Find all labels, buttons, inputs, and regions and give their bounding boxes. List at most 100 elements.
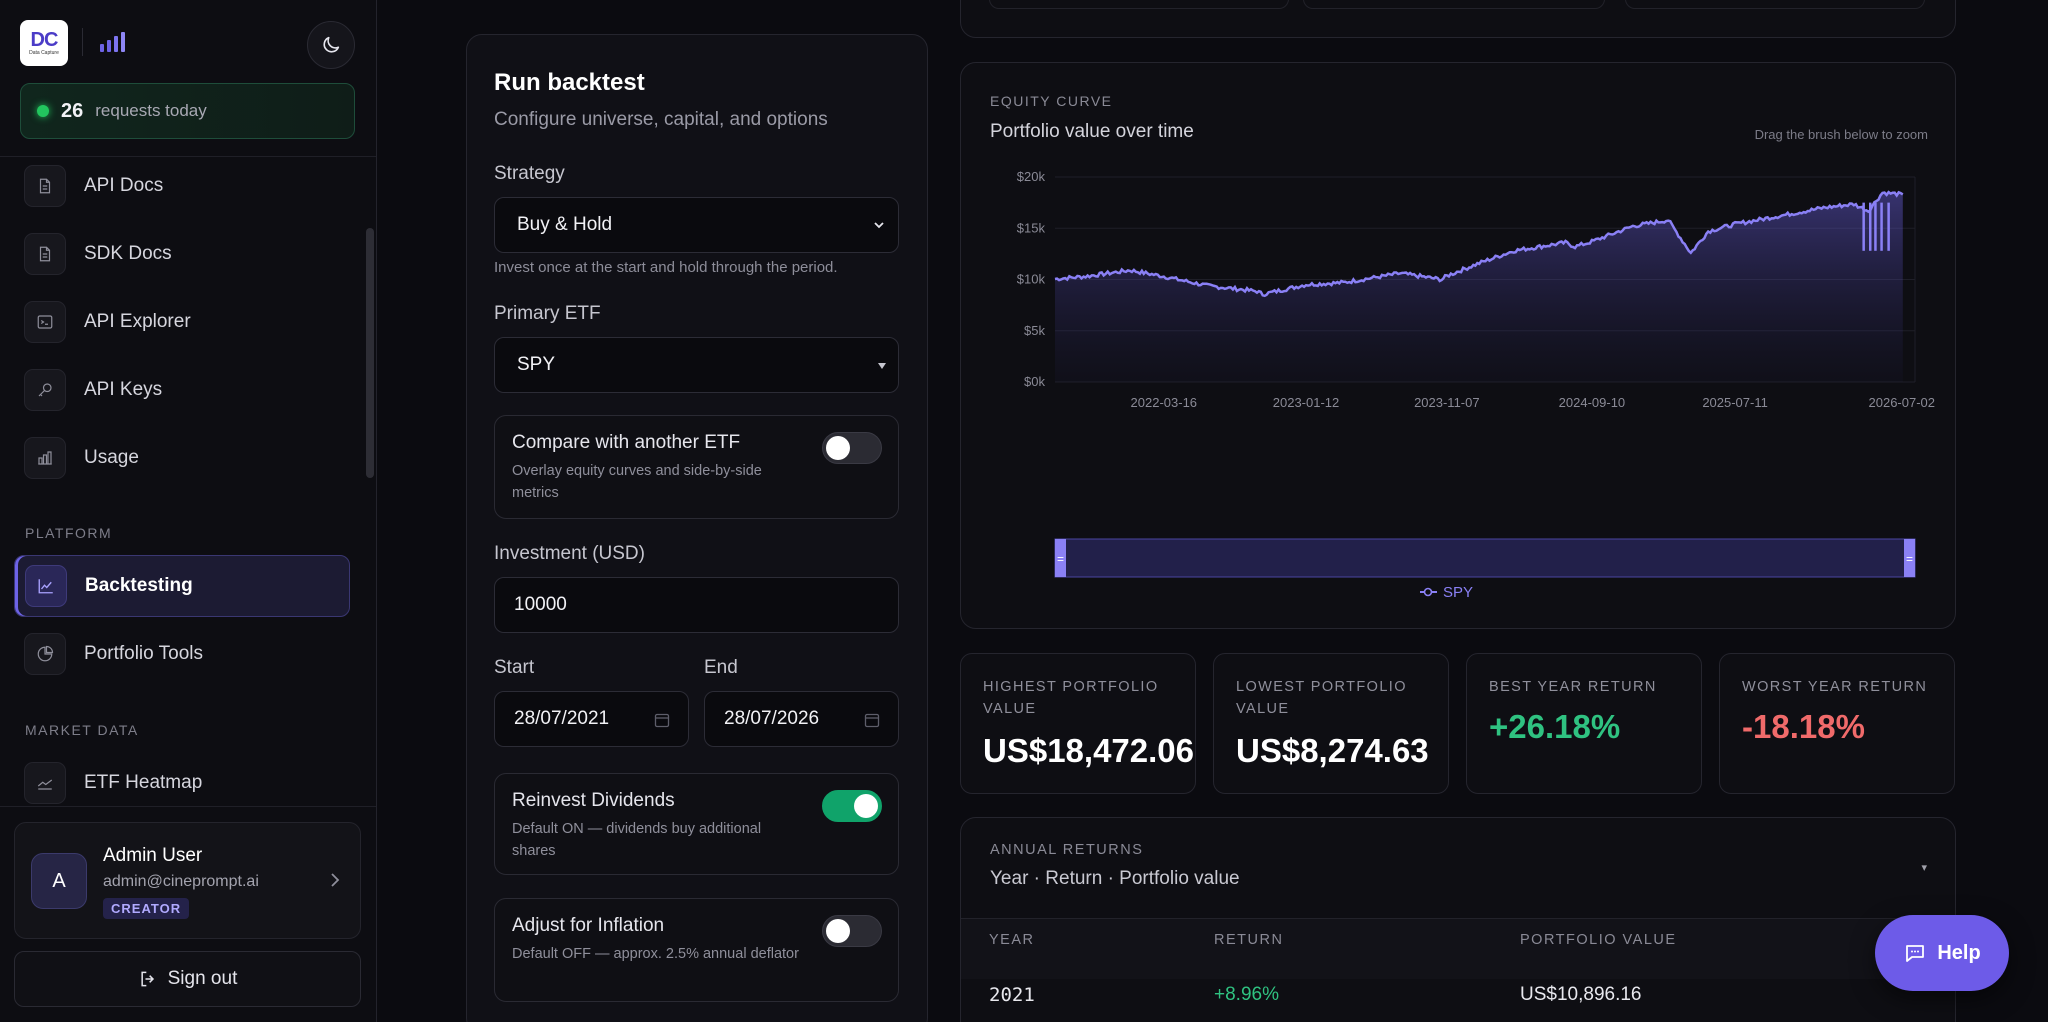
annual-returns-panel[interactable]: ANNUAL RETURNS Year · Return · Portfolio… [960,817,1956,1022]
strategy-label: Strategy [494,163,565,184]
sidebar-item-label: Portfolio Tools [84,643,203,664]
stat-card-best-year: BEST YEAR RETURN +26.18% [1466,653,1702,794]
etf-value: SPY [517,354,556,375]
stat-label: WORST YEAR RETURN [1742,679,1928,695]
moon-icon [323,36,340,53]
document-icon [24,233,66,275]
chart-section-label: EQUITY CURVE [990,93,1113,109]
sidebar-item-label: API Docs [84,175,164,196]
stat-value: -18.18% [1742,708,1865,745]
user-email: admin@cineprompt.ai [103,873,259,890]
caret-down-icon[interactable]: ▾ [1921,862,1927,874]
start-label: Start [494,657,535,678]
chevron-down-icon [874,222,884,229]
strip-cell [1303,0,1605,9]
user-card[interactable]: A Admin User admin@cineprompt.ai CREATOR [14,822,361,939]
compare-etf-card: Compare with another ETF Overlay equity … [494,415,899,519]
sidebar-scrollbar[interactable] [366,228,374,478]
sidebar-item-etf-heatmap[interactable]: ETF Heatmap [14,752,350,814]
logo-divider [82,28,83,56]
help-button[interactable]: Help [1875,915,2009,991]
sidebar-item-portfolio-tools[interactable]: Portfolio Tools [14,623,350,685]
brush-handle-right[interactable] [1904,539,1915,577]
logo-mark: DC [30,29,59,51]
start-date-input[interactable]: 28/07/2021 [494,691,689,747]
brush-track[interactable] [1054,538,1916,578]
inflation-desc: Default OFF — approx. 2.5% annual deflat… [512,946,799,962]
sign-out-label: Sign out [167,968,238,989]
sign-out-icon [141,971,154,987]
reinvest-title: Reinvest Dividends [512,790,675,811]
x-tick-label: 2025-07-11 [1702,395,1768,410]
table-header [961,919,1955,979]
stat-card-worst-year: WORST YEAR RETURN -18.18% [1719,653,1955,794]
section-label-market-data: MARKET DATA [25,722,139,738]
help-label: Help [1937,941,1981,964]
table-cell-return: +8.96% [1214,984,1279,1005]
brush-grip-left: = [1057,552,1064,566]
sidebar-item-api-docs[interactable]: API Docs [14,155,350,217]
key-icon [24,369,66,411]
sidebar-item-label: SDK Docs [84,243,172,264]
status-dot [37,105,49,117]
chart-legend[interactable]: SPY [1420,584,1473,601]
stat-value: US$18,472.06 [983,732,1195,769]
role-badge: CREATOR [103,898,190,919]
calendar-icon [864,713,880,728]
strip-cell [1625,0,1925,9]
chat-bubble-icon [1906,945,1925,962]
app-logo[interactable]: DC Data Capture [20,20,68,66]
y-tick-label: $15k [1017,220,1046,235]
form-title: Run backtest [494,69,645,96]
legend-label: SPY [1443,584,1473,601]
user-name: Admin User [103,845,203,866]
x-tick-label: 2026-07-02 [1869,395,1936,410]
compare-desc: Overlay equity curves and side-by-side m… [512,463,762,501]
sidebar-item-sdk-docs[interactable]: SDK Docs [14,223,350,285]
requests-label: requests today [95,101,207,120]
caret-down-icon [878,363,886,369]
strategy-select[interactable]: Buy & Hold [494,197,899,253]
trend-icon [24,762,66,804]
sidebar-item-api-explorer[interactable]: API Explorer [14,291,350,353]
compare-title: Compare with another ETF [512,432,741,453]
etf-select[interactable]: SPY [494,337,899,393]
sign-out-button[interactable]: Sign out [14,951,361,1007]
signal-bars-icon [100,32,125,52]
column-header-portfolio-value: PORTFOLIO VALUE [1520,932,1677,948]
x-tick-label: 2024-09-10 [1559,395,1626,410]
x-tick-label: 2023-11-07 [1414,395,1480,410]
sidebar-item-usage[interactable]: Usage [14,427,350,489]
reinvest-toggle[interactable] [822,790,882,822]
column-header-return: RETURN [1214,932,1284,948]
requests-count: 26 [61,99,84,122]
toggle-knob [826,436,850,460]
pie-chart-icon [24,633,66,675]
terminal-icon [24,301,66,343]
previous-section-strip [960,0,1956,38]
compare-toggle[interactable] [822,432,882,464]
legend-marker [1423,587,1433,597]
theme-toggle-button[interactable] [307,21,355,69]
table-cell-portfolio-value: US$10,896.16 [1520,984,1642,1005]
annual-label: ANNUAL RETURNS [990,842,1144,858]
end-date-input[interactable]: 28/07/2026 [704,691,899,747]
sidebar-item-backtesting[interactable]: Backtesting [14,555,350,617]
end-date-value: 28/07/2026 [724,708,820,729]
backtest-form-panel: Run backtest Configure universe, capital… [466,34,928,1022]
toggle-knob [854,794,878,818]
inflation-toggle[interactable] [822,915,882,947]
stat-label: BEST YEAR RETURN [1489,679,1657,695]
annual-divider [961,918,1955,919]
investment-input[interactable]: 10000 [494,577,899,633]
etf-label: Primary ETF [494,303,601,324]
form-subtitle: Configure universe, capital, and options [494,109,828,130]
sidebar-item-label: ETF Heatmap [84,772,203,793]
sidebar-item-label: Backtesting [85,575,193,596]
brush-handle-left[interactable] [1055,539,1066,577]
sidebar-item-api-keys[interactable]: API Keys [14,359,350,421]
table-cell-year: 2021 [989,984,1035,1006]
equity-chart[interactable]: $0k $5k $10k $15k $20k 2022-03-16 2023-01-12 2… [961,63,1957,630]
column-header-year: YEAR [989,932,1035,948]
inflation-title: Adjust for Inflation [512,915,665,936]
